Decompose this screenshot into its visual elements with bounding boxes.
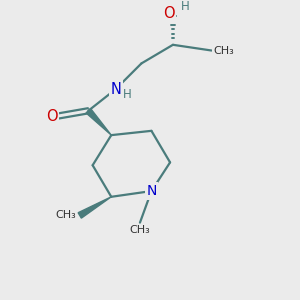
Text: O: O [46, 109, 58, 124]
Text: O: O [163, 6, 175, 21]
Text: CH₃: CH₃ [130, 225, 150, 235]
Text: N: N [146, 184, 157, 198]
Polygon shape [86, 109, 111, 135]
Text: CH₃: CH₃ [56, 210, 76, 220]
Text: H: H [123, 88, 131, 101]
Text: H: H [181, 0, 189, 14]
Text: CH₃: CH₃ [213, 46, 234, 56]
Text: N: N [110, 82, 121, 97]
Polygon shape [78, 197, 111, 218]
